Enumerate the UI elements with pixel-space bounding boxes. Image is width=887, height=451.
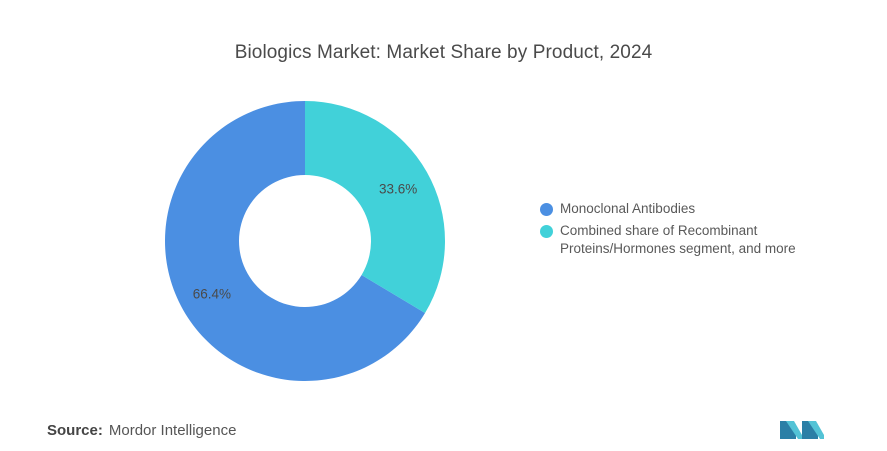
legend-item-monoclonal: Monoclonal Antibodies (540, 200, 860, 218)
legend-label-monoclonal: Monoclonal Antibodies (560, 201, 696, 216)
slice-recombinant (305, 101, 446, 314)
mordor-intelligence-logo (780, 421, 824, 439)
source-label: Source: (47, 422, 103, 439)
legend-item-recombinant: Combined share of Recombinant Proteins/H… (540, 222, 860, 258)
label-monoclonal: 66.4% (193, 287, 231, 302)
source-note: Source: Mordor Intelligence (47, 422, 236, 439)
chart-legend: Monoclonal Antibodies Combined share of … (540, 200, 860, 262)
chart-title: Biologics Market: Market Share by Produc… (234, 42, 653, 63)
legend-marker-recombinant (540, 225, 553, 238)
source-value: Mordor Intelligence (108, 422, 237, 439)
slice-monoclonal (165, 101, 426, 382)
label-recombinant: 33.6% (379, 181, 417, 196)
legend-marker-monoclonal (540, 203, 553, 216)
legend-label-recombinant: Combined share of Recombinant Proteins/H… (560, 223, 796, 256)
